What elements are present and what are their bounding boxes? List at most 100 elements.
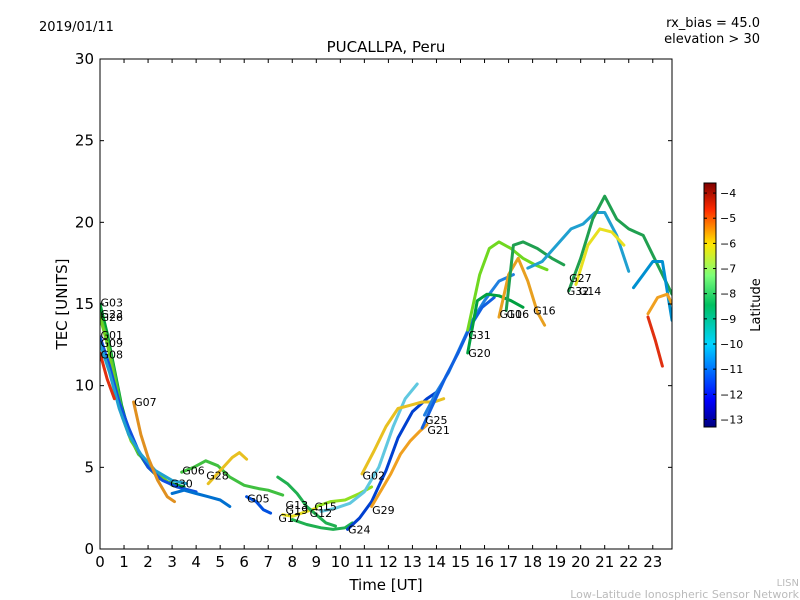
y-axis-label: TEC [UNITS]	[53, 259, 71, 351]
prn-label: G10	[499, 308, 522, 321]
prn-label: G05	[247, 492, 270, 505]
prn-label: G13	[286, 499, 309, 512]
prn-label: G09	[101, 337, 124, 350]
series-g05	[245, 495, 273, 515]
prn-label: G01	[101, 329, 124, 342]
date-label: 2019/01/11	[39, 20, 114, 35]
prn-label: G15	[314, 501, 337, 514]
prn-label: G24	[348, 523, 371, 536]
colorbar-tick-label: −8	[720, 288, 736, 301]
prn-label: G30	[170, 478, 193, 491]
colorbar-tick-label: −4	[720, 187, 736, 200]
x-tick-label: 11	[355, 553, 374, 571]
series-g14	[574, 227, 626, 286]
series-g17	[276, 475, 337, 528]
prn-label: G27	[569, 272, 592, 285]
series-g29	[370, 423, 429, 508]
x-tick-label: 3	[167, 553, 177, 571]
x-tick-label: 21	[595, 553, 614, 571]
prn-label: G19	[286, 504, 309, 517]
x-tick-label: 15	[451, 553, 470, 571]
x-tick-label: 23	[643, 553, 662, 571]
lisn-watermark: LISN	[777, 578, 799, 589]
x-tick-label: 14	[427, 553, 446, 571]
prn-label: G23	[101, 308, 124, 321]
series-g13	[281, 506, 318, 518]
x-tick-label: 22	[619, 553, 638, 571]
prn-label: G16	[507, 308, 530, 321]
series-g11	[632, 260, 672, 322]
x-axis-label: Time [UT]	[348, 576, 422, 594]
prn-label: G21	[427, 424, 450, 437]
y-tick-label: 25	[75, 132, 94, 150]
prn-label: G17	[278, 512, 301, 525]
rx-bias-label: rx_bias = 45.0	[666, 16, 760, 31]
chart-title: PUCALLPA, Peru	[327, 38, 446, 56]
prn-label: G25	[425, 414, 448, 427]
series-g07	[132, 400, 176, 504]
x-tick-label: 4	[191, 553, 201, 571]
x-axis: 0 1 2 3 4 5 6 7 8 9 10 11 12 13 14 15 16 17 18 19 20 21 22 23	[95, 59, 662, 571]
annotation-layer: G03G23G26G01G09G08G07G06G30G28G05G13G19G…	[101, 272, 602, 537]
series-g21	[420, 296, 496, 430]
x-tick-label: 0	[95, 553, 105, 571]
series-g30	[170, 488, 232, 508]
x-tick-label: 9	[312, 553, 322, 571]
series-g08	[100, 351, 116, 401]
series-g19	[290, 518, 354, 531]
prn-label: G29	[372, 504, 395, 517]
series-g09	[100, 341, 188, 486]
prn-label: G28	[206, 470, 229, 483]
prn-label: G03	[101, 296, 124, 309]
colorbar-ticks: −4 −5 −6 −7 −8 −9 −10 −11 −12 −13	[704, 187, 743, 426]
colorbar-tick-label: −12	[720, 388, 743, 401]
prn-label: G12	[310, 507, 333, 520]
series-g28	[206, 451, 249, 486]
x-tick-label: 18	[523, 553, 542, 571]
y-axis: 0 5 10 15 20 25 30	[75, 50, 672, 558]
y-tick-label: 20	[75, 213, 94, 231]
x-tick-label: 5	[215, 553, 225, 571]
y-tick-label: 0	[84, 540, 94, 558]
x-tick-label: 20	[571, 553, 590, 571]
colorbar-tick-label: −10	[720, 338, 743, 351]
colorbar-tick-label: −13	[720, 413, 743, 426]
x-tick-label: 17	[499, 553, 518, 571]
y-tick-label: 10	[75, 377, 94, 395]
x-tick-label: 16	[475, 553, 494, 571]
x-tick-label: 19	[547, 553, 566, 571]
prn-label: G16	[533, 305, 556, 318]
y-tick-label: 15	[75, 295, 94, 313]
y-tick-label: 5	[84, 458, 94, 476]
network-watermark: Low-Latitude Ionospheric Sensor Network	[570, 588, 799, 600]
colorbar	[703, 182, 717, 428]
prn-label: G06	[182, 465, 205, 478]
series-g10	[497, 256, 547, 327]
series-layer	[100, 194, 672, 531]
prn-label: G31	[468, 329, 491, 342]
prn-label: G08	[101, 349, 124, 362]
series-g32	[567, 194, 672, 296]
elevation-label: elevation > 30	[664, 32, 760, 47]
x-tick-label: 2	[143, 553, 153, 571]
colorbar-tick-label: −7	[720, 263, 736, 276]
colorbar-tick-label: −6	[720, 237, 736, 250]
x-tick-label: 12	[379, 553, 398, 571]
x-tick-label: 13	[403, 553, 422, 571]
colorbar-tick-label: −9	[720, 313, 736, 326]
series-g20	[466, 292, 525, 355]
x-tick-label: 1	[119, 553, 129, 571]
colorbar-tick-label: −5	[720, 212, 736, 225]
prn-label: G32	[567, 285, 590, 298]
x-tick-label: 8	[287, 553, 297, 571]
y-tick-label: 30	[75, 50, 94, 68]
colorbar-tick-label: −11	[720, 363, 743, 376]
series-g22	[646, 292, 672, 316]
x-tick-label: 7	[263, 553, 273, 571]
series-g27	[526, 211, 631, 273]
prn-label: G14	[579, 285, 602, 298]
prn-label: G02	[362, 470, 385, 483]
series-g06	[180, 459, 285, 497]
series-g16	[504, 240, 566, 312]
